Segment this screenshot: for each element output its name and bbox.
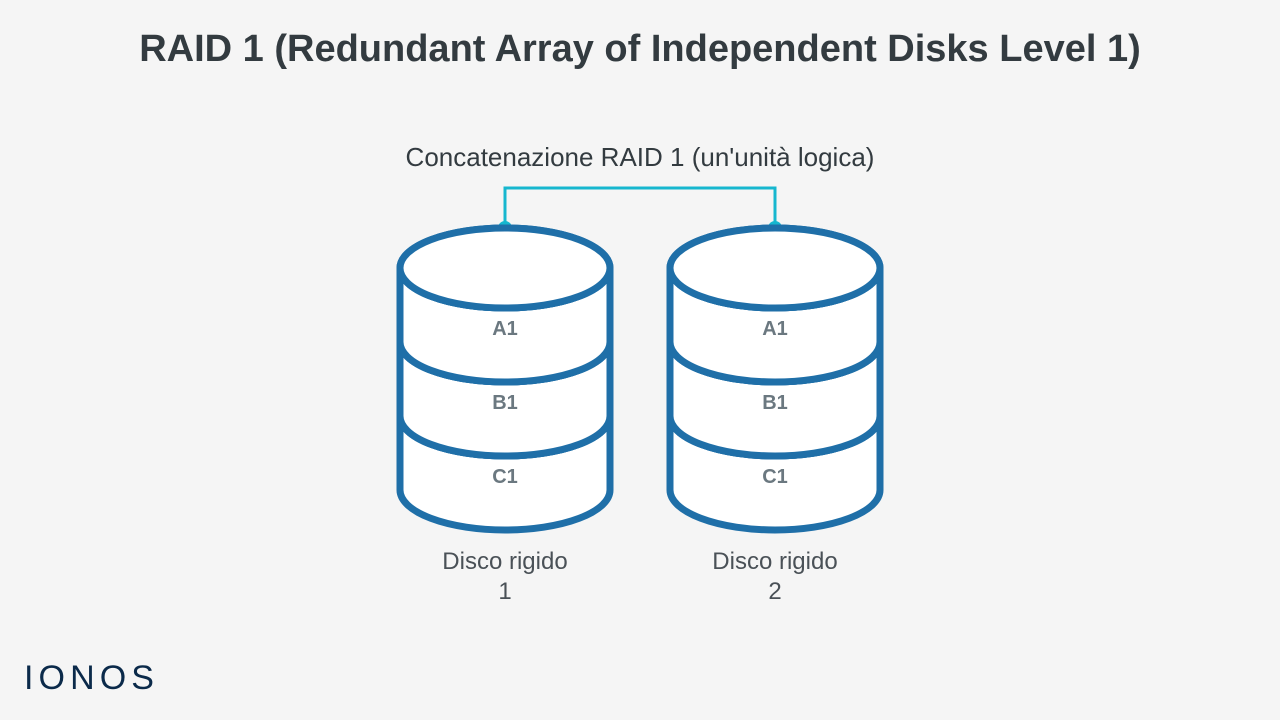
disk-1-block-label-2: C1 [492, 466, 518, 488]
disk-2-block-label-0: A1 [762, 318, 788, 340]
disk-1-caption-line-0: Disco rigido [442, 548, 567, 575]
diagram-subtitle: Concatenazione RAID 1 (un'unità logica) [0, 142, 1280, 173]
disk-2-block-label-1: B1 [762, 392, 788, 414]
disk-2-block-label-2: C1 [762, 466, 788, 488]
brand-logo: IONOS [24, 659, 159, 698]
raid-diagram: A1 B1 C1 Disco rigido 1 A1 B1 C1 Disco rigido 2 [0, 178, 1280, 620]
disk-1-caption-line-1: 1 [498, 578, 511, 605]
disk-2-caption-line-1: 2 [768, 578, 781, 605]
page-title: RAID 1 (Redundant Array of Independent D… [0, 28, 1280, 71]
disk-1-block-label-0: A1 [492, 318, 518, 340]
disk-1: A1 B1 C1 Disco rigido 1 [400, 228, 610, 605]
disk-2-caption-line-0: Disco rigido [712, 548, 837, 575]
disk-1-block-label-1: B1 [492, 392, 518, 414]
connector-bracket [505, 188, 775, 228]
disk-2-top-cap [670, 228, 880, 308]
disk-1-top-cap [400, 228, 610, 308]
raid-diagram-svg: A1 B1 C1 Disco rigido 1 A1 B1 C1 Disco rigido 2 [380, 178, 900, 620]
disk-2: A1 B1 C1 Disco rigido 2 [670, 228, 880, 605]
